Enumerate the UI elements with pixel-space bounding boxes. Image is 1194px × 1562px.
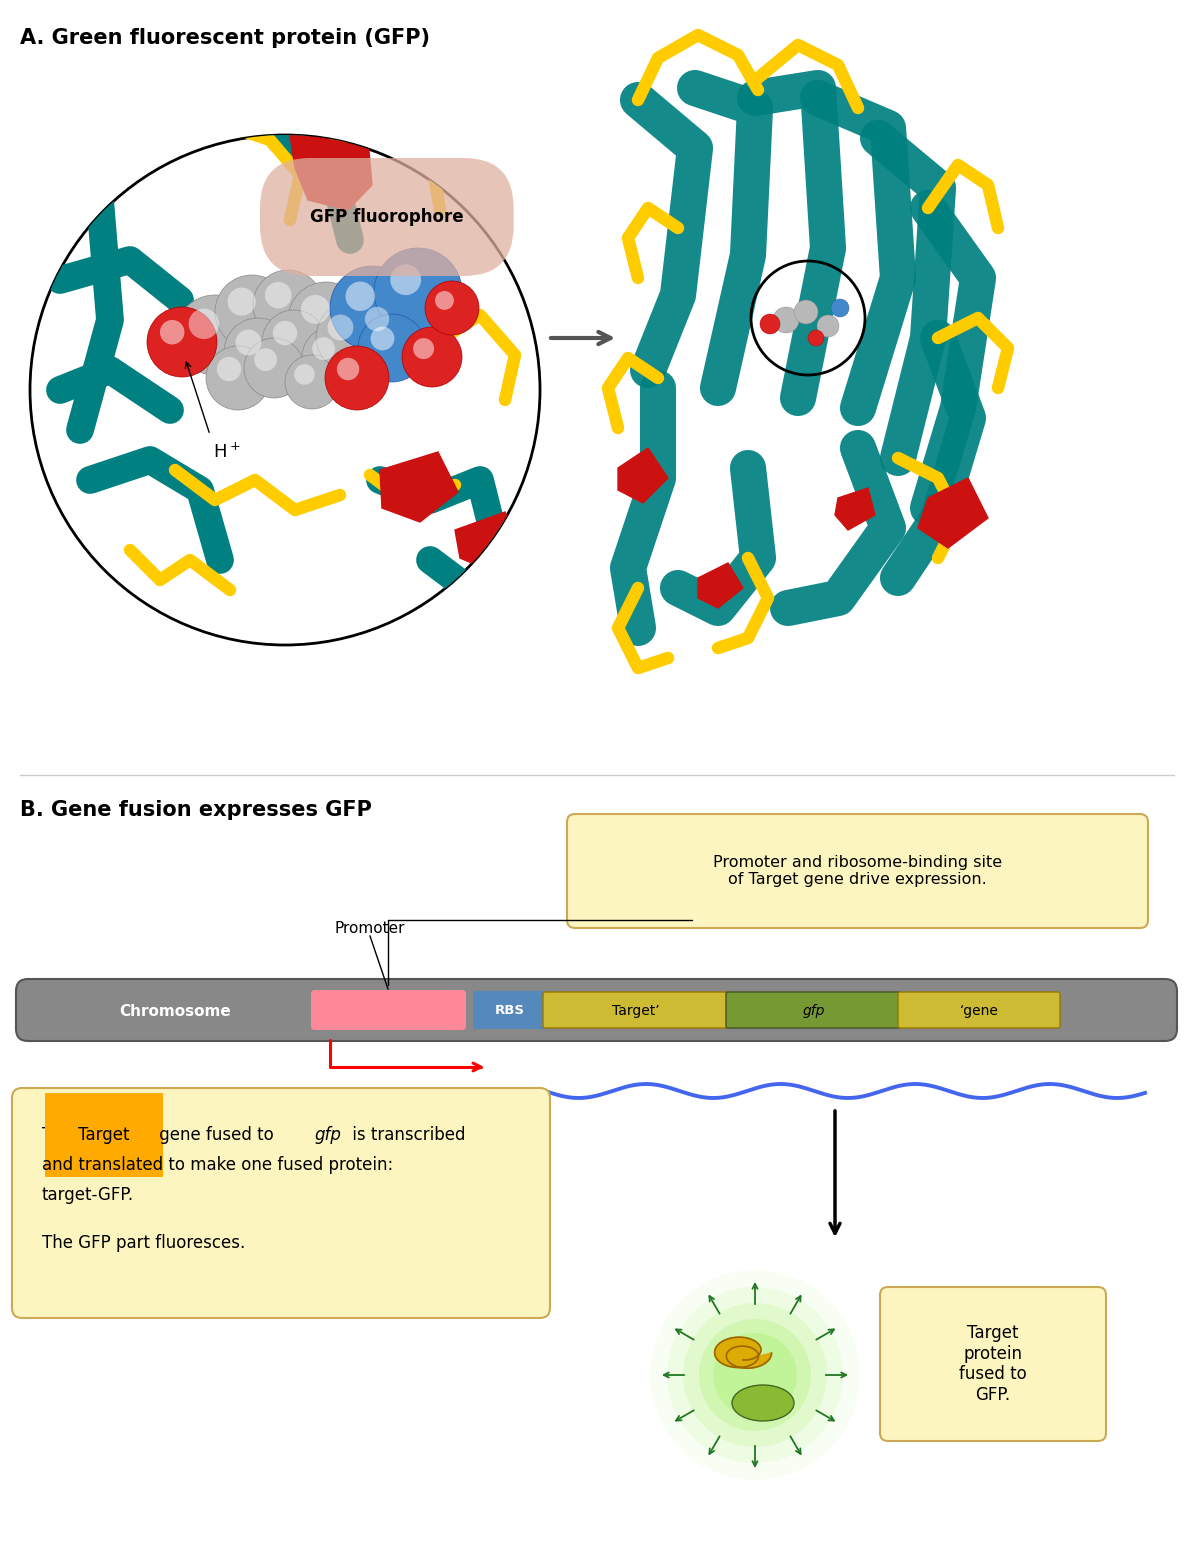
Circle shape (337, 358, 359, 380)
Circle shape (370, 326, 394, 350)
Circle shape (425, 281, 479, 334)
Polygon shape (714, 1337, 771, 1368)
FancyBboxPatch shape (473, 990, 548, 1029)
Circle shape (435, 291, 454, 309)
Circle shape (294, 364, 315, 384)
Polygon shape (918, 478, 987, 548)
Text: Promoter and ribosome-binding site
of Target gene drive expression.: Promoter and ribosome-binding site of Ta… (713, 854, 1002, 887)
FancyBboxPatch shape (16, 979, 1177, 1040)
Text: H$^+$: H$^+$ (213, 442, 240, 461)
Text: Target’: Target’ (613, 1004, 660, 1018)
Circle shape (301, 295, 330, 323)
Circle shape (285, 355, 339, 409)
Text: Promoter: Promoter (334, 922, 405, 936)
FancyBboxPatch shape (12, 1089, 550, 1318)
Circle shape (794, 300, 818, 323)
Circle shape (831, 298, 849, 317)
Circle shape (224, 319, 293, 386)
Text: gfp: gfp (314, 1126, 340, 1143)
Circle shape (713, 1332, 798, 1417)
Circle shape (176, 295, 256, 375)
FancyBboxPatch shape (726, 992, 901, 1028)
Text: The GFP part fluoresces.: The GFP part fluoresces. (42, 1234, 245, 1253)
Text: target-GFP.: target-GFP. (42, 1186, 134, 1204)
Circle shape (374, 248, 462, 336)
Circle shape (244, 337, 304, 398)
Circle shape (312, 337, 336, 359)
Text: The: The (42, 1126, 79, 1143)
FancyBboxPatch shape (543, 992, 730, 1028)
Circle shape (288, 283, 364, 358)
Circle shape (683, 1303, 827, 1446)
Circle shape (215, 275, 289, 348)
Text: GFP fluorophore: GFP fluorophore (310, 208, 463, 226)
Polygon shape (455, 512, 522, 570)
Circle shape (160, 320, 184, 345)
Circle shape (253, 270, 324, 341)
Circle shape (650, 1270, 860, 1481)
FancyBboxPatch shape (880, 1287, 1106, 1442)
Circle shape (808, 330, 824, 347)
Circle shape (353, 297, 418, 359)
Circle shape (327, 314, 353, 341)
Circle shape (773, 308, 799, 333)
Circle shape (345, 281, 375, 311)
Circle shape (189, 309, 219, 339)
Circle shape (261, 309, 326, 373)
Ellipse shape (732, 1385, 794, 1421)
Polygon shape (380, 451, 458, 522)
Circle shape (316, 303, 384, 372)
Circle shape (390, 264, 421, 295)
FancyBboxPatch shape (310, 990, 466, 1029)
Circle shape (402, 326, 462, 387)
Circle shape (330, 266, 414, 350)
Text: gfp: gfp (802, 1004, 825, 1018)
Circle shape (358, 314, 426, 383)
Circle shape (207, 347, 270, 409)
Text: Chromosome: Chromosome (119, 1003, 230, 1018)
Text: Target
protein
fused to
GFP.: Target protein fused to GFP. (959, 1325, 1027, 1404)
Circle shape (254, 348, 277, 372)
Text: Target: Target (78, 1126, 129, 1143)
Polygon shape (290, 116, 373, 209)
Circle shape (761, 314, 780, 334)
Circle shape (147, 308, 217, 376)
Circle shape (302, 326, 362, 387)
FancyBboxPatch shape (567, 814, 1147, 928)
FancyBboxPatch shape (898, 992, 1060, 1028)
Circle shape (325, 347, 389, 409)
Text: RBS: RBS (496, 1004, 525, 1017)
Circle shape (817, 316, 839, 337)
Polygon shape (835, 487, 875, 530)
Text: is transcribed: is transcribed (347, 1126, 466, 1143)
Circle shape (698, 1318, 811, 1431)
Circle shape (30, 134, 540, 645)
Text: A. Green fluorescent protein (GFP): A. Green fluorescent protein (GFP) (20, 28, 430, 48)
Circle shape (273, 320, 297, 345)
Text: and translated to make one fused protein:: and translated to make one fused protein… (42, 1156, 393, 1175)
Circle shape (265, 281, 291, 309)
Circle shape (217, 356, 241, 381)
Circle shape (235, 330, 261, 356)
Text: B. Gene fusion expresses GFP: B. Gene fusion expresses GFP (20, 800, 371, 820)
Polygon shape (698, 562, 743, 608)
Circle shape (228, 287, 256, 316)
Circle shape (413, 337, 435, 359)
Polygon shape (618, 448, 667, 503)
Text: gene fused to: gene fused to (154, 1126, 279, 1143)
Text: ‘gene: ‘gene (960, 1004, 998, 1018)
Circle shape (365, 306, 389, 331)
Circle shape (667, 1287, 843, 1464)
